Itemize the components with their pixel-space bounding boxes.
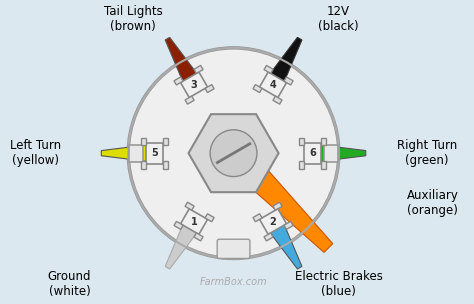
Polygon shape bbox=[174, 221, 183, 230]
Circle shape bbox=[128, 48, 339, 258]
Text: Auxiliary
(orange): Auxiliary (orange) bbox=[407, 189, 459, 217]
Polygon shape bbox=[101, 144, 151, 162]
Text: Ground
(white): Ground (white) bbox=[47, 270, 91, 298]
Polygon shape bbox=[189, 114, 279, 192]
Text: 12V
(black): 12V (black) bbox=[318, 5, 359, 33]
Polygon shape bbox=[273, 96, 282, 104]
Polygon shape bbox=[321, 138, 326, 146]
Polygon shape bbox=[163, 161, 168, 168]
Polygon shape bbox=[141, 161, 146, 168]
Text: 6: 6 bbox=[309, 148, 316, 158]
Text: Left Turn
(yellow): Left Turn (yellow) bbox=[10, 139, 61, 167]
Polygon shape bbox=[214, 133, 333, 252]
Polygon shape bbox=[260, 72, 286, 98]
Polygon shape bbox=[264, 233, 273, 241]
Polygon shape bbox=[141, 138, 146, 146]
Polygon shape bbox=[165, 37, 200, 86]
Polygon shape bbox=[317, 144, 366, 162]
Polygon shape bbox=[146, 143, 163, 164]
Polygon shape bbox=[253, 85, 262, 93]
Polygon shape bbox=[129, 144, 143, 162]
Polygon shape bbox=[205, 214, 214, 222]
Text: 5: 5 bbox=[151, 148, 158, 158]
Polygon shape bbox=[267, 37, 302, 86]
Text: FarmBox.com: FarmBox.com bbox=[200, 277, 267, 287]
Polygon shape bbox=[194, 65, 203, 74]
Text: Tail Lights
(brown): Tail Lights (brown) bbox=[104, 5, 163, 33]
Polygon shape bbox=[185, 202, 194, 210]
Polygon shape bbox=[205, 85, 214, 93]
Polygon shape bbox=[194, 233, 203, 241]
Polygon shape bbox=[253, 214, 262, 222]
Polygon shape bbox=[321, 161, 326, 168]
Polygon shape bbox=[284, 77, 293, 85]
FancyBboxPatch shape bbox=[217, 239, 250, 258]
Polygon shape bbox=[324, 144, 338, 162]
Polygon shape bbox=[260, 209, 286, 234]
Polygon shape bbox=[299, 138, 304, 146]
Polygon shape bbox=[304, 143, 321, 164]
Polygon shape bbox=[174, 77, 183, 85]
Text: 2: 2 bbox=[270, 216, 276, 226]
Text: 4: 4 bbox=[270, 80, 276, 90]
Polygon shape bbox=[273, 202, 282, 210]
Polygon shape bbox=[181, 209, 208, 234]
Text: Electric Brakes
(blue): Electric Brakes (blue) bbox=[294, 270, 383, 298]
Polygon shape bbox=[181, 72, 208, 98]
Text: 3: 3 bbox=[191, 80, 198, 90]
Polygon shape bbox=[267, 221, 302, 269]
Polygon shape bbox=[284, 221, 293, 230]
Text: Right Turn
(green): Right Turn (green) bbox=[397, 139, 457, 167]
Text: 1: 1 bbox=[191, 216, 198, 226]
Circle shape bbox=[210, 130, 257, 177]
Polygon shape bbox=[264, 65, 273, 74]
Polygon shape bbox=[185, 96, 194, 104]
Polygon shape bbox=[163, 138, 168, 146]
Polygon shape bbox=[299, 161, 304, 168]
Polygon shape bbox=[165, 221, 200, 269]
